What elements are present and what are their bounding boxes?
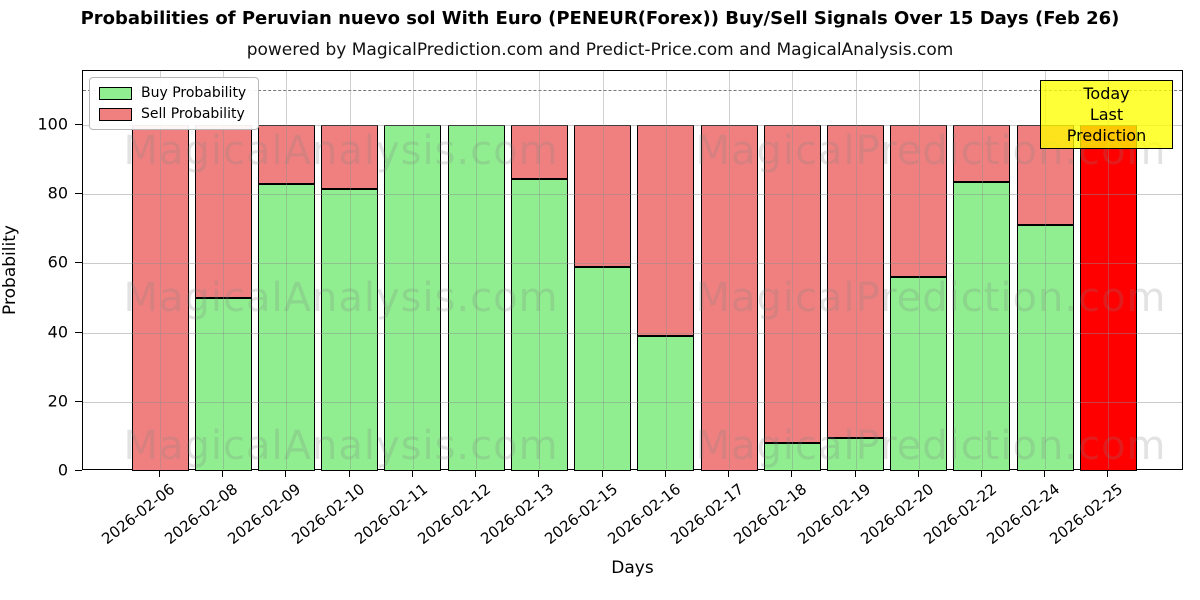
dashed-reference-line — [83, 90, 1182, 92]
buy-bar-segment — [953, 182, 1011, 471]
v-gridline — [349, 71, 351, 469]
v-gridline — [792, 71, 794, 469]
sell-bar-segment — [827, 125, 885, 439]
sell-bar-segment — [637, 125, 695, 337]
buy-bar-segment — [384, 125, 442, 471]
sell-bar-segment — [700, 125, 758, 471]
h-gridline — [83, 263, 1182, 265]
h-gridline — [83, 332, 1182, 334]
y-tick-label: 0 — [57, 460, 68, 480]
x-tick-mark — [222, 470, 224, 477]
x-axis-label: Days — [611, 558, 654, 578]
legend-label: Buy Probability — [141, 85, 247, 101]
y-tick-label: 60 — [47, 252, 68, 272]
today-annotation-line: Last Prediction — [1066, 105, 1147, 145]
h-gridline — [83, 194, 1182, 196]
v-gridline — [286, 71, 288, 469]
x-tick-mark — [411, 470, 413, 477]
x-tick-mark — [1044, 470, 1046, 477]
y-axis-label: Probability — [0, 225, 20, 315]
x-tick-mark — [475, 470, 477, 477]
h-gridline — [83, 401, 1182, 403]
v-gridline — [223, 71, 225, 469]
v-gridline — [160, 71, 161, 469]
v-gridline — [729, 71, 731, 469]
y-tick-mark — [75, 400, 82, 402]
sell-bar-segment — [510, 125, 568, 179]
v-gridline — [981, 71, 983, 469]
legend-swatch — [99, 107, 132, 121]
v-gridline — [1108, 71, 1110, 469]
x-tick-mark — [601, 470, 603, 477]
y-tick-label: 40 — [47, 322, 68, 342]
y-tick-mark — [75, 331, 82, 333]
v-gridline — [476, 71, 478, 469]
v-gridline — [1045, 71, 1047, 469]
legend-swatch — [99, 86, 132, 100]
legend-item: Sell Probability — [99, 106, 246, 122]
buy-bar-segment — [1016, 225, 1074, 471]
buy-bar-segment — [194, 298, 252, 471]
x-tick-mark — [285, 470, 287, 477]
buy-bar-segment — [257, 183, 315, 471]
x-tick-mark — [980, 470, 982, 477]
x-tick-mark — [854, 470, 856, 477]
y-tick-label: 80 — [47, 183, 68, 203]
sell-bar-segment — [890, 125, 948, 278]
sell-bar-segment — [321, 125, 379, 189]
y-tick-mark — [75, 124, 82, 125]
plot-area: MagicalAnalysis.com MagicalPrediction.com… — [82, 70, 1183, 471]
legend-label: Sell Probability — [141, 106, 245, 122]
v-gridline — [855, 71, 857, 469]
y-tick-mark — [75, 262, 82, 264]
today-annotation-line: Today — [1083, 84, 1130, 103]
buy-bar-segment — [637, 336, 695, 471]
x-tick-mark — [159, 470, 160, 477]
sell-bar-segment — [763, 125, 821, 444]
today-bar — [1079, 125, 1137, 471]
chart-title: Probabilities of Peruvian nuevo sol With… — [80, 8, 1120, 29]
x-tick-mark — [538, 470, 540, 477]
buy-bar-segment — [574, 266, 632, 471]
v-gridline — [412, 71, 414, 469]
legend-item: Buy Probability — [99, 85, 246, 101]
buy-bar-segment — [890, 277, 948, 471]
v-gridline — [602, 71, 604, 469]
y-tick-label: 20 — [47, 391, 68, 411]
today-annotation: Today Last Prediction — [1040, 80, 1173, 149]
buy-bar-segment — [510, 178, 568, 471]
sell-bar-segment — [257, 125, 315, 184]
y-tick-mark — [75, 193, 82, 195]
x-tick-mark — [917, 470, 919, 477]
sell-bar-segment — [131, 125, 189, 471]
chart-subtitle: powered by MagicalPrediction.com and Pre… — [246, 40, 954, 60]
h-gridline — [83, 125, 1182, 126]
sell-bar-segment — [574, 125, 632, 267]
x-tick-mark — [664, 470, 666, 477]
y-tick-mark — [75, 470, 82, 471]
v-gridline — [539, 71, 541, 469]
x-tick-mark — [348, 470, 350, 477]
buy-bar-segment — [447, 125, 505, 471]
v-gridline — [918, 71, 920, 469]
buy-bar-segment — [827, 438, 885, 471]
y-tick-label: 100 — [37, 114, 68, 134]
x-tick-mark — [791, 470, 793, 477]
legend: Buy Probability Sell Probability — [89, 77, 260, 130]
x-tick-mark — [1107, 470, 1109, 477]
buy-bar-segment — [763, 443, 821, 471]
v-gridline — [665, 71, 667, 469]
x-tick-mark — [728, 470, 730, 477]
buy-bar-segment — [321, 189, 379, 471]
sell-bar-segment — [953, 125, 1011, 183]
